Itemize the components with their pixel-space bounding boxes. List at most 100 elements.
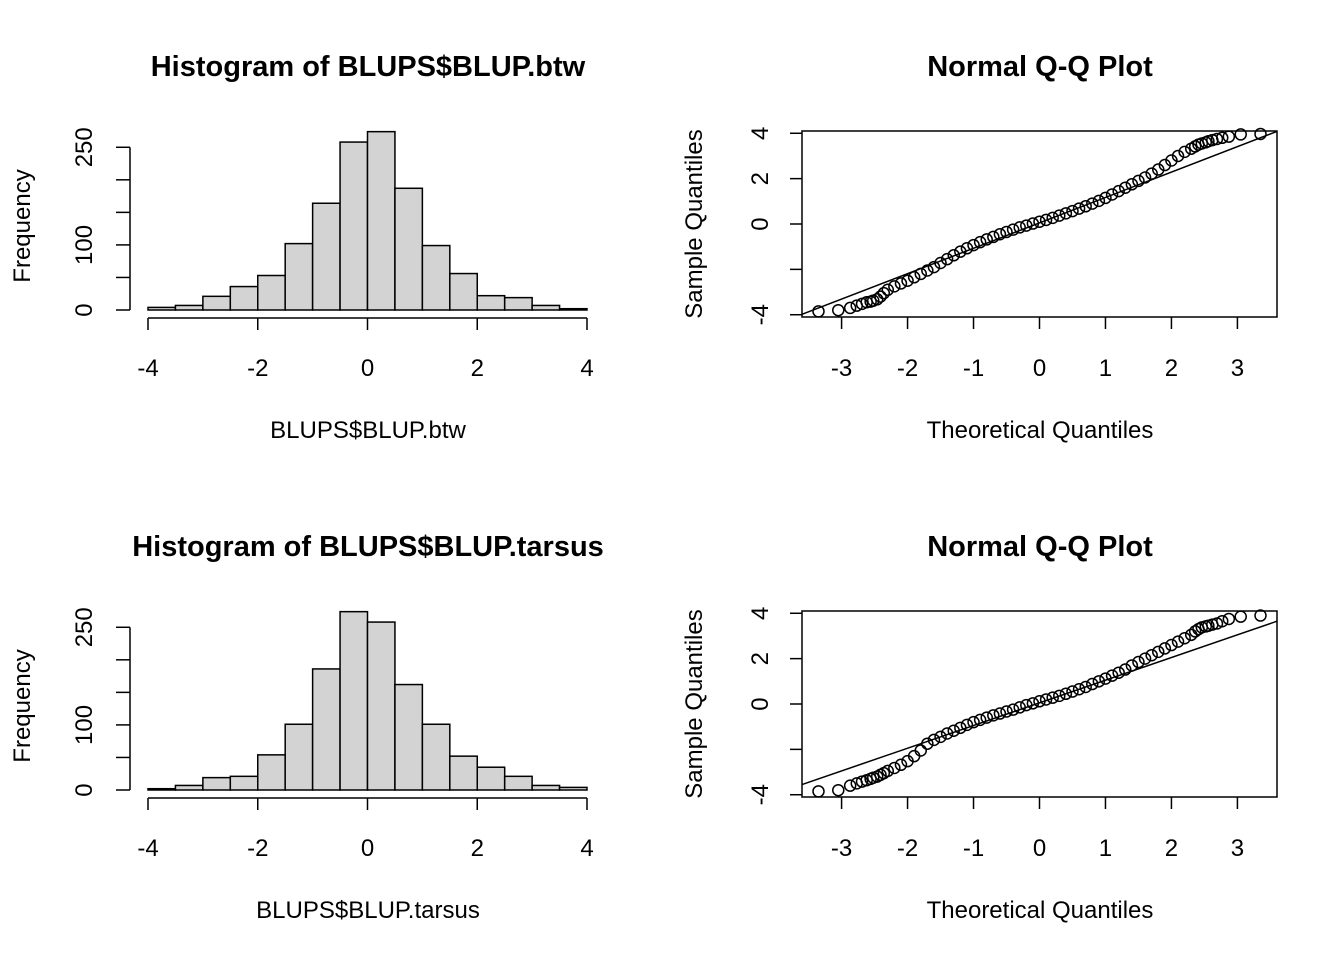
qq-point	[1171, 635, 1185, 648]
histogram-bar	[147, 787, 177, 791]
qq-point	[1112, 666, 1125, 679]
histogram-bar	[202, 776, 232, 791]
qq-point	[1013, 221, 1026, 234]
x-tick-label: 1	[1099, 835, 1112, 862]
x-tick-label: 0	[361, 835, 374, 862]
qq-point	[967, 238, 980, 252]
qq-points	[801, 127, 1278, 318]
y-tick-label: 100	[71, 705, 98, 745]
histogram-bar	[147, 306, 177, 311]
qq-point	[888, 280, 901, 293]
qq-point	[1171, 149, 1185, 163]
x-tick-label: -4	[137, 835, 158, 862]
x-tick-label: 2	[1165, 835, 1178, 862]
qq-point	[967, 715, 980, 729]
qq-point	[832, 783, 845, 797]
qq-point	[1132, 655, 1145, 669]
qq-point	[921, 737, 934, 750]
qq-point	[1234, 610, 1247, 623]
qq-point	[894, 277, 908, 290]
qq-point	[874, 290, 887, 303]
x-axis-label: BLUPS$BLUP.btw	[270, 417, 466, 444]
qq-point	[1222, 130, 1236, 143]
qq-point	[1215, 614, 1229, 628]
qq-point	[1138, 171, 1152, 184]
qq-point	[1092, 194, 1106, 208]
histogram-bar	[421, 723, 451, 791]
qq-point	[973, 235, 987, 249]
qq-point	[927, 733, 941, 747]
y-axis-label: Sample Quantiles	[681, 609, 708, 798]
qq-point	[1092, 675, 1106, 688]
qq-point	[954, 721, 967, 735]
qq-point	[927, 260, 941, 274]
histogram-bar	[503, 775, 533, 791]
y-axis-label: Sample Quantiles	[681, 129, 708, 318]
y-tick-label: -4	[747, 784, 774, 805]
x-axis-label: Theoretical Quantiles	[927, 897, 1154, 924]
qq-point	[1215, 131, 1229, 145]
qq-point	[1026, 217, 1040, 230]
qq-point	[812, 785, 825, 798]
qq-point	[1254, 127, 1267, 141]
qq-points	[801, 609, 1278, 798]
histogram-bar	[284, 723, 314, 791]
qq-point	[1086, 677, 1099, 691]
histogram-bar	[558, 307, 588, 311]
y-tick-label: 0	[71, 303, 98, 316]
x-tick-label: 0	[1033, 835, 1046, 862]
qq-point	[1086, 197, 1099, 210]
histogram-panel-btw: Histogram of BLUPS$BLUP.btw BLUPS$BLUP.b…	[9, 51, 594, 444]
qq-point	[940, 727, 954, 740]
qq-point	[870, 293, 884, 306]
histogram-bar	[449, 755, 478, 791]
histogram-bar	[284, 242, 314, 311]
y-tick-label: -4	[747, 304, 774, 325]
histogram-bar	[311, 668, 341, 791]
axes: -3 -2 -1 0 1 2 3 -4 0 2 4	[747, 607, 1278, 862]
qq-point	[1039, 213, 1053, 227]
axes: -4 -2 0 2 4 0 100 250	[71, 607, 594, 862]
x-tick-label: -1	[963, 355, 984, 382]
qq-point	[947, 249, 960, 262]
x-tick-label: -2	[897, 355, 918, 382]
x-tick-label: 2	[471, 835, 484, 862]
qq-point	[1165, 154, 1178, 167]
histogram-bar	[257, 754, 286, 791]
y-tick-label: 2	[747, 652, 774, 665]
histogram-bar	[229, 775, 259, 791]
histogram-bar	[366, 621, 396, 791]
qq-point	[1026, 697, 1040, 710]
qq-point	[1112, 184, 1125, 198]
qq-point	[914, 267, 927, 281]
y-tick-label: 250	[71, 127, 98, 167]
histogram-bar	[476, 766, 506, 791]
qq-point	[1234, 128, 1247, 141]
qq-point	[877, 286, 891, 300]
qq-point	[1006, 703, 1020, 716]
qq-reference-line	[801, 620, 1278, 786]
qq-point	[1178, 631, 1191, 645]
qq-point	[1000, 705, 1013, 718]
qq-point	[1000, 225, 1013, 239]
qq-point	[843, 301, 857, 315]
qq-point	[1059, 687, 1073, 701]
x-tick-label: 4	[580, 835, 593, 862]
x-tick-label: 0	[1033, 355, 1046, 382]
qq-point	[1033, 215, 1046, 228]
qq-point	[973, 713, 987, 727]
x-axis-label: Theoretical Quantiles	[927, 417, 1154, 444]
qq-point	[1033, 695, 1046, 708]
x-tick-label: -3	[831, 835, 852, 862]
qq-point	[832, 303, 845, 317]
histogram-bar	[257, 274, 286, 311]
histogram-bar	[229, 285, 259, 311]
qq-point	[901, 274, 914, 287]
qq-point	[993, 707, 1007, 720]
histogram-bar	[339, 141, 369, 311]
histogram-bars	[147, 130, 588, 311]
qq-point	[1053, 209, 1066, 222]
qq-point	[1222, 612, 1236, 626]
y-tick-label: 250	[71, 607, 98, 647]
qq-point	[940, 252, 954, 266]
